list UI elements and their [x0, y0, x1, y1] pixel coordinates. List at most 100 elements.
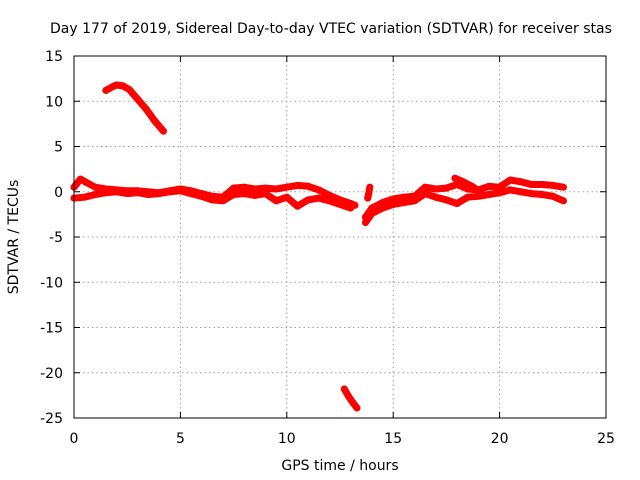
data-point	[468, 182, 476, 190]
y-tick-label: 15	[45, 49, 63, 65]
data-point	[368, 210, 376, 217]
data-point	[485, 182, 493, 190]
data-point	[411, 197, 418, 205]
data-point	[496, 189, 504, 197]
data-point	[240, 183, 248, 191]
data-point	[293, 202, 301, 210]
y-tick-label: -10	[40, 275, 63, 291]
data-point	[251, 191, 259, 199]
data-point	[325, 197, 333, 205]
data-point	[155, 190, 163, 198]
data-point	[347, 204, 355, 212]
data-point	[389, 200, 397, 208]
data-point	[432, 193, 440, 201]
data-point	[365, 190, 373, 198]
data-point	[166, 188, 174, 196]
x-tick-label: 0	[70, 431, 79, 447]
data-point	[474, 192, 482, 200]
axis-ticks	[73, 55, 607, 419]
data-point	[528, 190, 535, 198]
y-tick-label: -5	[49, 230, 63, 246]
chart-title: Day 177 of 2019, Sidereal Day-to-day VTE…	[50, 21, 612, 37]
data-point	[113, 81, 121, 89]
data-point	[506, 176, 514, 184]
data-point	[464, 193, 472, 201]
data-point	[353, 404, 361, 412]
data-point	[442, 196, 450, 204]
data-point	[151, 117, 159, 125]
data-point	[125, 86, 133, 93]
data-point	[76, 175, 84, 183]
data-point	[208, 196, 216, 204]
data-point	[517, 178, 525, 186]
data-point	[559, 197, 567, 205]
data-point	[304, 182, 312, 190]
data-point	[142, 105, 150, 113]
data-point	[528, 181, 535, 188]
data-point	[187, 190, 195, 198]
data-point	[91, 191, 99, 198]
data-point	[145, 191, 152, 198]
data-point	[240, 190, 248, 198]
y-tick-label: 10	[45, 94, 63, 110]
y-axis-label: SDTVAR / TECUs	[6, 180, 22, 295]
data-point	[432, 185, 440, 193]
data-point	[230, 184, 238, 192]
data-point	[251, 185, 259, 193]
data-point	[345, 392, 352, 400]
data-point	[538, 181, 546, 188]
data-point	[379, 204, 387, 212]
data-point	[102, 189, 110, 197]
data-point	[113, 188, 121, 196]
data-point	[349, 399, 357, 407]
axis-tick-labels: 0 5 10 15 20 25 15 10 5 0 -5 -10 -15 -20 -25	[40, 49, 615, 447]
data-point	[283, 193, 291, 201]
data-point	[219, 197, 227, 205]
y-tick-label: 5	[54, 140, 63, 156]
data-point	[283, 183, 291, 191]
data-point	[549, 181, 557, 189]
data-point	[485, 191, 493, 198]
data-point	[262, 184, 269, 192]
y-tick-label: 0	[54, 185, 63, 201]
data-point	[421, 190, 429, 198]
data-point	[91, 183, 99, 191]
data-point	[459, 178, 467, 186]
data-point	[134, 189, 142, 197]
data-series	[70, 81, 567, 412]
x-axis-label: GPS time / hours	[281, 458, 398, 474]
data-point	[198, 192, 206, 200]
data-point	[83, 179, 91, 187]
data-point	[123, 190, 131, 198]
data-point	[362, 219, 369, 226]
data-point	[366, 183, 374, 191]
data-point	[272, 197, 280, 205]
data-point	[451, 174, 459, 182]
data-point	[336, 200, 344, 208]
data-point	[400, 199, 408, 207]
series-line	[451, 174, 482, 195]
grid	[74, 56, 606, 418]
x-tick-label: 25	[597, 431, 615, 447]
data-point	[272, 185, 280, 193]
data-point	[119, 82, 127, 90]
x-tick-label: 15	[384, 431, 402, 447]
data-point	[304, 196, 312, 204]
data-point	[293, 181, 301, 189]
data-point	[453, 200, 461, 207]
y-tick-label: -15	[40, 321, 63, 337]
data-point	[442, 184, 450, 192]
data-point	[559, 183, 567, 191]
data-point	[517, 188, 525, 196]
x-tick-label: 10	[278, 431, 296, 447]
data-point	[262, 190, 269, 198]
y-tick-label: -20	[40, 366, 63, 382]
data-point	[549, 192, 557, 200]
data-point	[102, 86, 110, 94]
data-point	[421, 183, 429, 191]
data-point	[538, 191, 546, 198]
x-tick-label: 20	[491, 431, 509, 447]
data-point	[81, 193, 89, 201]
data-point	[230, 191, 238, 198]
